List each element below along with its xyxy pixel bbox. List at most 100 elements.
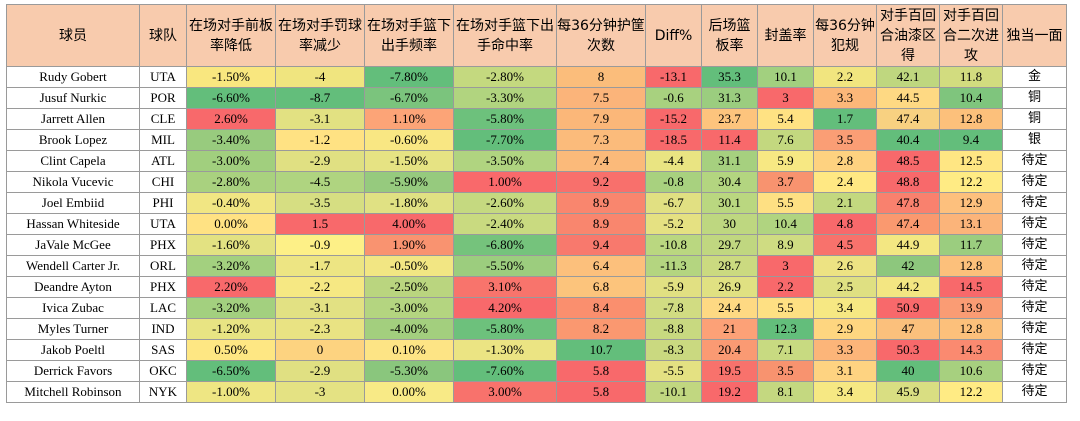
dreb-cell: 30.1 bbox=[701, 192, 758, 214]
opp-rim-freq-cell: -3.00% bbox=[364, 297, 454, 319]
opp-oreb-cell: 0.00% bbox=[186, 213, 276, 235]
opp-ft-cell: -8.7 bbox=[275, 87, 365, 109]
table-row: JaVale McGee PHX -1.60% -0.9 1.90% -6.80% 9.4-… bbox=[6, 234, 1067, 256]
fouls-cell: 4.8 bbox=[813, 213, 877, 235]
opp-ft-cell: 0 bbox=[275, 339, 365, 361]
table-row: Rudy Gobert UTA -1.50% -4 -7.80% -2.80% 8 -13.1… bbox=[6, 66, 1067, 88]
dreb-cell: 20.4 bbox=[701, 339, 758, 361]
opp-ft-cell: -2.3 bbox=[275, 318, 365, 340]
opp-rim-fg-cell: -2.80% bbox=[453, 66, 557, 88]
opp-paint-cell: 42.1 bbox=[876, 66, 940, 88]
opp-paint-cell: 40 bbox=[876, 360, 940, 382]
opp-rim-fg-cell: 4.20% bbox=[453, 297, 557, 319]
opp-paint-cell: 44.5 bbox=[876, 87, 940, 109]
opp-ft-cell: 1.5 bbox=[275, 213, 365, 235]
opp-ft-cell: -4.5 bbox=[275, 171, 365, 193]
team-cell: UTA bbox=[139, 213, 187, 235]
header-opp-2nd-chance: 对手百回合二次进攻 bbox=[939, 4, 1003, 67]
opp-ft-cell: -1.2 bbox=[275, 129, 365, 151]
opp-rim-freq-cell: -2.50% bbox=[364, 276, 454, 298]
header-opp-rim-freq: 在场对手篮下出手频率 bbox=[364, 4, 454, 67]
anchor-grade-cell: 待定 bbox=[1002, 297, 1067, 319]
opp-2nd-cell: 9.4 bbox=[939, 129, 1003, 151]
dreb-cell: 23.7 bbox=[701, 108, 758, 130]
block-cell: 5.4 bbox=[757, 108, 814, 130]
table-container: 球员 球队 在场对手前板率降低 在场对手罚球率减少 在场对手篮下出手频率 在场对… bbox=[6, 4, 1067, 403]
fouls-cell: 2.5 bbox=[813, 276, 877, 298]
opp-rim-fg-cell: -5.80% bbox=[453, 108, 557, 130]
player-cell: Jusuf Nurkic bbox=[6, 87, 140, 109]
player-cell: Brook Lopez bbox=[6, 129, 140, 151]
rim-protect-cell: 8.9 bbox=[556, 213, 646, 235]
opp-rim-freq-cell: -5.30% bbox=[364, 360, 454, 382]
anchor-grade-cell: 待定 bbox=[1002, 339, 1067, 361]
block-cell: 10.4 bbox=[757, 213, 814, 235]
opp-2nd-cell: 12.5 bbox=[939, 150, 1003, 172]
header-rim-protect-per36: 每36分钟护筐次数 bbox=[556, 4, 646, 67]
opp-rim-freq-cell: -0.60% bbox=[364, 129, 454, 151]
opp-rim-freq-cell: -4.00% bbox=[364, 318, 454, 340]
opp-oreb-cell: -3.40% bbox=[186, 129, 276, 151]
diff-cell: -8.3 bbox=[645, 339, 702, 361]
fouls-cell: 4.5 bbox=[813, 234, 877, 256]
diff-cell: -10.8 bbox=[645, 234, 702, 256]
fouls-cell: 2.6 bbox=[813, 255, 877, 277]
fouls-cell: 2.1 bbox=[813, 192, 877, 214]
table-row: Hassan Whiteside UTA 0.00% 1.5 4.00% -2.40% 8.… bbox=[6, 213, 1067, 235]
dreb-cell: 11.4 bbox=[701, 129, 758, 151]
diff-cell: -6.7 bbox=[645, 192, 702, 214]
diff-cell: -8.8 bbox=[645, 318, 702, 340]
opp-rim-freq-cell: 1.90% bbox=[364, 234, 454, 256]
block-cell: 8.9 bbox=[757, 234, 814, 256]
team-cell: LAC bbox=[139, 297, 187, 319]
fouls-cell: 2.8 bbox=[813, 150, 877, 172]
opp-rim-fg-cell: -1.30% bbox=[453, 339, 557, 361]
opp-2nd-cell: 14.5 bbox=[939, 276, 1003, 298]
opp-ft-cell: -4 bbox=[275, 66, 365, 88]
fouls-cell: 2.9 bbox=[813, 318, 877, 340]
opp-rim-fg-cell: -3.30% bbox=[453, 87, 557, 109]
anchor-grade-cell: 待定 bbox=[1002, 276, 1067, 298]
header-anchor-grade: 独当一面 bbox=[1002, 4, 1067, 67]
rim-protect-cell: 9.4 bbox=[556, 234, 646, 256]
opp-paint-cell: 47 bbox=[876, 318, 940, 340]
team-cell: UTA bbox=[139, 66, 187, 88]
player-cell: Myles Turner bbox=[6, 318, 140, 340]
diff-cell: -11.3 bbox=[645, 255, 702, 277]
opp-2nd-cell: 12.8 bbox=[939, 318, 1003, 340]
dreb-cell: 30.4 bbox=[701, 171, 758, 193]
dreb-cell: 26.9 bbox=[701, 276, 758, 298]
anchor-grade-cell: 铜 bbox=[1002, 108, 1067, 130]
table-row: Brook Lopez MIL -3.40% -1.2 -0.60% -7.70% 7.3-… bbox=[6, 129, 1067, 151]
dreb-cell: 30 bbox=[701, 213, 758, 235]
anchor-grade-cell: 银 bbox=[1002, 129, 1067, 151]
rim-protect-cell: 5.8 bbox=[556, 381, 646, 403]
dreb-cell: 24.4 bbox=[701, 297, 758, 319]
opp-2nd-cell: 12.8 bbox=[939, 108, 1003, 130]
block-cell: 2.2 bbox=[757, 276, 814, 298]
opp-rim-freq-cell: 0.00% bbox=[364, 381, 454, 403]
opp-rim-fg-cell: -7.70% bbox=[453, 129, 557, 151]
opp-oreb-cell: -1.20% bbox=[186, 318, 276, 340]
opp-oreb-cell: -6.60% bbox=[186, 87, 276, 109]
header-diff: Diff% bbox=[645, 4, 702, 67]
team-cell: POR bbox=[139, 87, 187, 109]
opp-rim-freq-cell: -5.90% bbox=[364, 171, 454, 193]
table-row: Jarrett Allen CLE 2.60% -3.1 1.10% -5.80% 7.9-… bbox=[6, 108, 1067, 130]
opp-rim-freq-cell: -1.50% bbox=[364, 150, 454, 172]
player-cell: Jarrett Allen bbox=[6, 108, 140, 130]
player-cell: Clint Capela bbox=[6, 150, 140, 172]
player-cell: Rudy Gobert bbox=[6, 66, 140, 88]
player-cell: Mitchell Robinson bbox=[6, 381, 140, 403]
dreb-cell: 19.2 bbox=[701, 381, 758, 403]
rim-protect-cell: 9.2 bbox=[556, 171, 646, 193]
diff-cell: -5.5 bbox=[645, 360, 702, 382]
dreb-cell: 19.5 bbox=[701, 360, 758, 382]
block-cell: 5.9 bbox=[757, 150, 814, 172]
header-opp-ft-rate-reduction: 在场对手罚球率减少 bbox=[275, 4, 365, 67]
opp-rim-fg-cell: -6.80% bbox=[453, 234, 557, 256]
opp-oreb-cell: 0.50% bbox=[186, 339, 276, 361]
table-row: Jakob Poeltl SAS 0.50% 0 0.10% -1.30% 10.7 -8.3… bbox=[6, 339, 1067, 361]
block-cell: 3 bbox=[757, 255, 814, 277]
opp-paint-cell: 40.4 bbox=[876, 129, 940, 151]
